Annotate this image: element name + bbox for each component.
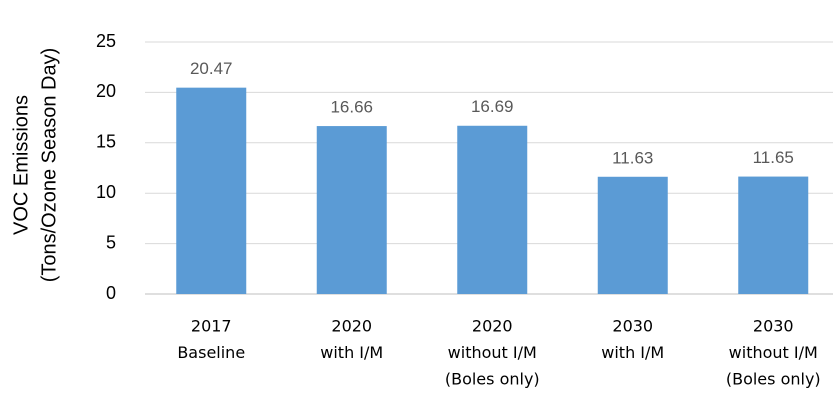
x-tick-label: (Boles only) xyxy=(726,370,821,389)
x-tick-label: 2020 xyxy=(331,317,372,336)
y-tick-label: 25 xyxy=(96,31,116,51)
x-tick-label: 2030 xyxy=(753,317,794,336)
bar xyxy=(176,87,247,294)
y-tick-label: 0 xyxy=(106,283,116,303)
bar xyxy=(738,176,809,294)
x-tick-label: Baseline xyxy=(177,343,245,362)
y-tick-label: 20 xyxy=(96,81,116,101)
x-tick-label: without I/M xyxy=(448,343,537,362)
value-label: 11.65 xyxy=(753,148,794,167)
y-tick-label: 10 xyxy=(96,182,116,202)
value-label: 16.69 xyxy=(471,97,514,116)
x-tick-label: 2030 xyxy=(612,317,653,336)
value-label: 11.63 xyxy=(612,148,653,167)
y-tick-label: 15 xyxy=(96,132,116,152)
y-axis-label: (Tons/Ozone Season Day) xyxy=(38,48,60,283)
value-label: 20.47 xyxy=(190,59,233,78)
y-axis-label: VOC Emissions xyxy=(10,95,32,235)
x-tick-label: with I/M xyxy=(601,343,664,362)
x-tick-label: with I/M xyxy=(320,343,383,362)
value-label: 16.66 xyxy=(330,98,373,117)
bar xyxy=(457,125,528,294)
x-tick-label: 2017 xyxy=(191,317,232,336)
bar xyxy=(316,126,387,294)
x-tick-label: 2020 xyxy=(472,317,513,336)
bar xyxy=(597,176,668,294)
x-tick-label: without I/M xyxy=(729,343,818,362)
x-tick-label: (Boles only) xyxy=(445,370,540,389)
y-tick-label: 5 xyxy=(106,232,116,252)
